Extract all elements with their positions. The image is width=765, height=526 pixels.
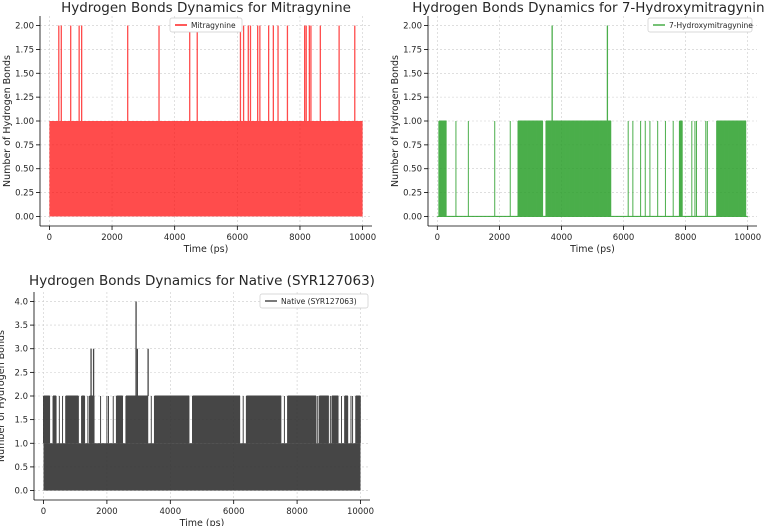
x-tick-label: 4000 bbox=[551, 233, 573, 243]
series-band bbox=[43, 443, 361, 491]
y-tick-label: 0.25 bbox=[15, 189, 34, 199]
series-7-hydroxymitragynine bbox=[437, 25, 748, 218]
chart-panel-3: 0 2000 4000 6000 8000 10000 0.0 0.5 1.0 1.5 2.0 2.5… bbox=[0, 273, 375, 526]
y-tick-label: 1.25 bbox=[403, 93, 422, 103]
x-tick-label: 8000 bbox=[286, 507, 308, 517]
x-tick-label: 0 bbox=[47, 233, 52, 243]
legend-box bbox=[259, 293, 369, 309]
x-tick-label: 4000 bbox=[159, 507, 181, 517]
y-tick-label: 1.50 bbox=[403, 69, 422, 79]
y-tick-label: 3.5 bbox=[14, 321, 28, 331]
y-tick-label: 0.50 bbox=[403, 165, 422, 175]
y-tick-label: 3.0 bbox=[14, 345, 28, 355]
y-tick-label: 4.0 bbox=[14, 297, 28, 307]
y-tick-label: 0.75 bbox=[15, 141, 34, 151]
x-axis-label: Time (ps) bbox=[183, 244, 229, 255]
y-tick-label: 1.25 bbox=[15, 93, 34, 103]
legend: Mitragynine bbox=[169, 17, 243, 33]
chart-panel-1: 0 2000 4000 6000 8000 10000 0.00 0.25 0.50 0.75 1.… bbox=[2, 0, 376, 255]
x-tick-label: 6000 bbox=[227, 233, 249, 243]
y-tick-label: 2.00 bbox=[15, 22, 34, 32]
x-tick-label: 4000 bbox=[164, 233, 186, 243]
y-tick-label: 1.5 bbox=[14, 416, 28, 426]
chart-title: Hydrogen Bonds Dynamics for Native (SYR1… bbox=[29, 273, 375, 289]
x-tick-label: 6000 bbox=[223, 507, 245, 517]
y-axis-label: Number of Hydrogen Bonds bbox=[2, 55, 13, 187]
y-axis-label: Number of Hydrogen Bonds bbox=[0, 330, 7, 462]
x-tick-label: 2000 bbox=[96, 507, 118, 517]
x-tick-label: 2000 bbox=[101, 233, 123, 243]
x-tick-label: 10000 bbox=[349, 233, 376, 243]
y-tick-label: 1.75 bbox=[403, 45, 422, 55]
x-tick-label: 8000 bbox=[289, 233, 311, 243]
legend-label: Native (SYR127063) bbox=[281, 297, 357, 306]
x-tick-label: 10000 bbox=[734, 233, 761, 243]
chart-title: Hydrogen Bonds Dynamics for 7-Hydroxymit… bbox=[412, 0, 765, 16]
y-tick-label: 0.00 bbox=[15, 212, 34, 222]
x-tick-label: 0 bbox=[435, 233, 440, 243]
legend: 7-Hydroxymitragynine bbox=[647, 17, 753, 33]
legend: Native (SYR127063) bbox=[259, 293, 369, 309]
y-axis-label: Number of Hydrogen Bonds bbox=[390, 55, 401, 187]
y-tick-label: 2.5 bbox=[14, 368, 28, 378]
x-tick-label: 10000 bbox=[347, 507, 374, 517]
y-tick-label: 0.0 bbox=[14, 487, 28, 497]
y-tick-label: 1.50 bbox=[15, 69, 34, 79]
y-tick-label: 0.5 bbox=[14, 463, 28, 473]
series-band bbox=[49, 121, 363, 217]
series-native-syr127063- bbox=[43, 301, 361, 491]
y-tick-label: 0.25 bbox=[403, 189, 422, 199]
y-tick-label: 1.00 bbox=[15, 117, 34, 127]
x-tick-label: 0 bbox=[41, 507, 46, 517]
y-tick-label: 1.75 bbox=[15, 45, 34, 55]
y-tick-label: 0.50 bbox=[15, 165, 34, 175]
y-tick-label: 0.00 bbox=[403, 212, 422, 222]
series-mitragynine bbox=[49, 25, 363, 217]
legend-label: Mitragynine bbox=[191, 21, 236, 30]
legend-box bbox=[647, 17, 753, 33]
legend-box bbox=[169, 17, 243, 33]
chart-panel-2: 0 2000 4000 6000 8000 10000 0.00 0.25 0.50 0.75 1.… bbox=[390, 0, 765, 255]
x-tick-label: 6000 bbox=[613, 233, 635, 243]
y-tick-label: 2.0 bbox=[14, 392, 28, 402]
y-tick-label: 0.75 bbox=[403, 141, 422, 151]
legend-label: 7-Hydroxymitragynine bbox=[669, 21, 753, 30]
x-tick-label: 8000 bbox=[675, 233, 697, 243]
y-tick-label: 1.0 bbox=[14, 439, 28, 449]
x-axis-label: Time (ps) bbox=[179, 518, 225, 526]
y-tick-label: 1.00 bbox=[403, 117, 422, 127]
x-axis-label: Time (ps) bbox=[569, 244, 615, 255]
x-tick-label: 2000 bbox=[489, 233, 511, 243]
chart-title: Hydrogen Bonds Dynamics for Mitragynine bbox=[61, 0, 351, 16]
y-tick-label: 2.00 bbox=[403, 22, 422, 32]
